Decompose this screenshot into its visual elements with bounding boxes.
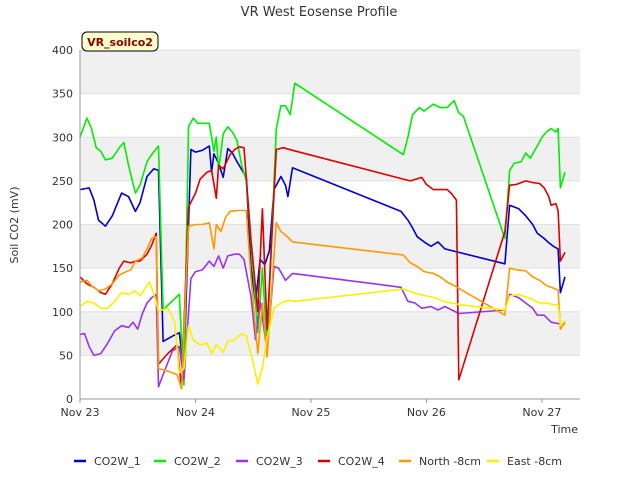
series-line-co2w-4 bbox=[79, 146, 566, 390]
series-line-north-8cm bbox=[79, 209, 566, 390]
grid-bands bbox=[80, 49, 580, 400]
series-line-co2w-2 bbox=[79, 82, 566, 386]
y-tick-label: 100 bbox=[52, 306, 73, 319]
site-badge: VR_soilco2 bbox=[81, 31, 159, 52]
y-tick-label: 50 bbox=[59, 349, 73, 362]
x-tick-label: Nov 27 bbox=[522, 406, 561, 419]
grid-band bbox=[80, 50, 580, 94]
axes: 0 50 100 150 200 250 300 350 400 Nov 23 Nov 24 Nov … bbox=[52, 44, 580, 419]
grid-band bbox=[80, 137, 580, 181]
legend-label: North -8cm bbox=[419, 455, 481, 468]
legend-item: CO2W_2 bbox=[154, 455, 221, 468]
chart-title: VR West Eosense Profile bbox=[241, 5, 398, 20]
y-tick-label: 400 bbox=[52, 44, 73, 57]
y-tick-label: 300 bbox=[52, 131, 73, 144]
legend-label: CO2W_2 bbox=[174, 455, 221, 468]
y-tick-label: 150 bbox=[52, 262, 73, 275]
legend-item: CO2W_1 bbox=[74, 455, 141, 468]
site-badge-label: VR_soilco2 bbox=[87, 36, 153, 49]
x-tick-label: Nov 25 bbox=[291, 406, 330, 419]
y-tick-label: 200 bbox=[52, 219, 73, 232]
x-axis-label: Time bbox=[550, 423, 578, 436]
y-axis-label: Soil CO2 (mV) bbox=[8, 187, 21, 264]
y-tick-label: 0 bbox=[66, 393, 73, 406]
x-tick-label: Nov 26 bbox=[407, 406, 446, 419]
legend-item: East -8cm bbox=[487, 455, 562, 468]
x-tick-label: Nov 24 bbox=[176, 406, 215, 419]
y-tick-label: 350 bbox=[52, 88, 73, 101]
legend-item: North -8cm bbox=[399, 455, 481, 468]
series-lines bbox=[79, 82, 566, 390]
legend-label: CO2W_1 bbox=[94, 455, 141, 468]
legend-item: CO2W_4 bbox=[318, 455, 385, 468]
legend-label: CO2W_3 bbox=[256, 455, 303, 468]
legend: CO2W_1 CO2W_2 CO2W_3 CO2W_4 North -8cm East -… bbox=[74, 455, 562, 468]
x-tick-label: Nov 23 bbox=[61, 406, 100, 419]
grid-band bbox=[80, 311, 580, 356]
legend-item: CO2W_3 bbox=[236, 455, 303, 468]
site-badge-box bbox=[81, 31, 159, 52]
legend-label: East -8cm bbox=[507, 455, 562, 468]
series-line-east-8cm bbox=[79, 281, 566, 386]
y-tick-label: 250 bbox=[52, 175, 73, 188]
legend-label: CO2W_4 bbox=[338, 455, 385, 468]
